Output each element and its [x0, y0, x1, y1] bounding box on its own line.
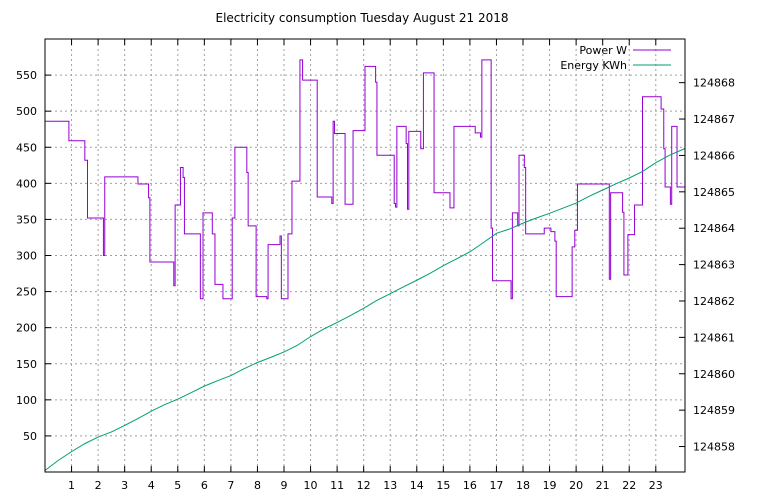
y-tick-label: 200 [16, 322, 37, 335]
x-tick-label: 20 [569, 479, 583, 492]
series-line-0 [45, 59, 685, 300]
legend: Power W Energy KWh [560, 44, 671, 72]
y2-tick-label: 124859 [693, 404, 735, 417]
chart-title: Electricity consumption Tuesday August 2… [216, 11, 509, 25]
x-tick-label: 19 [543, 479, 557, 492]
y2-tick-label: 124863 [693, 259, 735, 272]
x-tick-label: 15 [436, 479, 450, 492]
x-tick-label: 10 [304, 479, 318, 492]
y-tick-label: 550 [16, 69, 37, 82]
x-tick-label: 9 [281, 479, 288, 492]
x-tick-label: 16 [463, 479, 477, 492]
x-tick-label: 2 [95, 479, 102, 492]
x-tick-label: 6 [201, 479, 208, 492]
x-tick-label: 1 [68, 479, 75, 492]
series-line-1 [44, 148, 686, 471]
y2-tick-label: 124858 [693, 441, 735, 454]
x-tick-label: 17 [489, 479, 503, 492]
y-tick-label: 450 [16, 141, 37, 154]
x-tick-label: 11 [330, 479, 344, 492]
y2-tick-label: 124865 [693, 186, 735, 199]
y-tick-label: 150 [16, 358, 37, 371]
y2-tick-label: 124868 [693, 77, 735, 90]
x-tick-label: 12 [357, 479, 371, 492]
x-tick-label: 13 [383, 479, 397, 492]
x-tick-label: 8 [254, 479, 261, 492]
y-tick-label: 50 [23, 430, 37, 443]
y-tick-label: 500 [16, 105, 37, 118]
y2-tick-label: 124867 [693, 113, 735, 126]
y2-tick-label: 124860 [693, 368, 735, 381]
axes: 1 2 3 4 5 6 7 8 9 10 11 12 13 14 15 16 17 18 19 20 21 22 23501… [16, 39, 735, 492]
y-tick-label: 250 [16, 286, 37, 299]
x-tick-label: 4 [148, 479, 155, 492]
legend-label: Energy KWh [560, 59, 627, 72]
y2-tick-label: 124864 [693, 222, 735, 235]
x-tick-label: 3 [121, 479, 128, 492]
y2-tick-label: 124862 [693, 295, 735, 308]
x-tick-label: 5 [174, 479, 181, 492]
x-tick-label: 7 [227, 479, 234, 492]
y-tick-label: 350 [16, 213, 37, 226]
y-tick-label: 100 [16, 394, 37, 407]
y-tick-label: 300 [16, 250, 37, 263]
x-tick-label: 18 [516, 479, 530, 492]
x-tick-label: 21 [596, 479, 610, 492]
plot-series [44, 59, 686, 471]
x-tick-label: 22 [622, 479, 636, 492]
y2-tick-label: 124866 [693, 149, 735, 162]
y-tick-label: 400 [16, 177, 37, 190]
legend-label: Power W [579, 44, 627, 57]
x-tick-label: 23 [649, 479, 663, 492]
y2-tick-label: 124861 [693, 331, 735, 344]
x-tick-label: 14 [410, 479, 424, 492]
